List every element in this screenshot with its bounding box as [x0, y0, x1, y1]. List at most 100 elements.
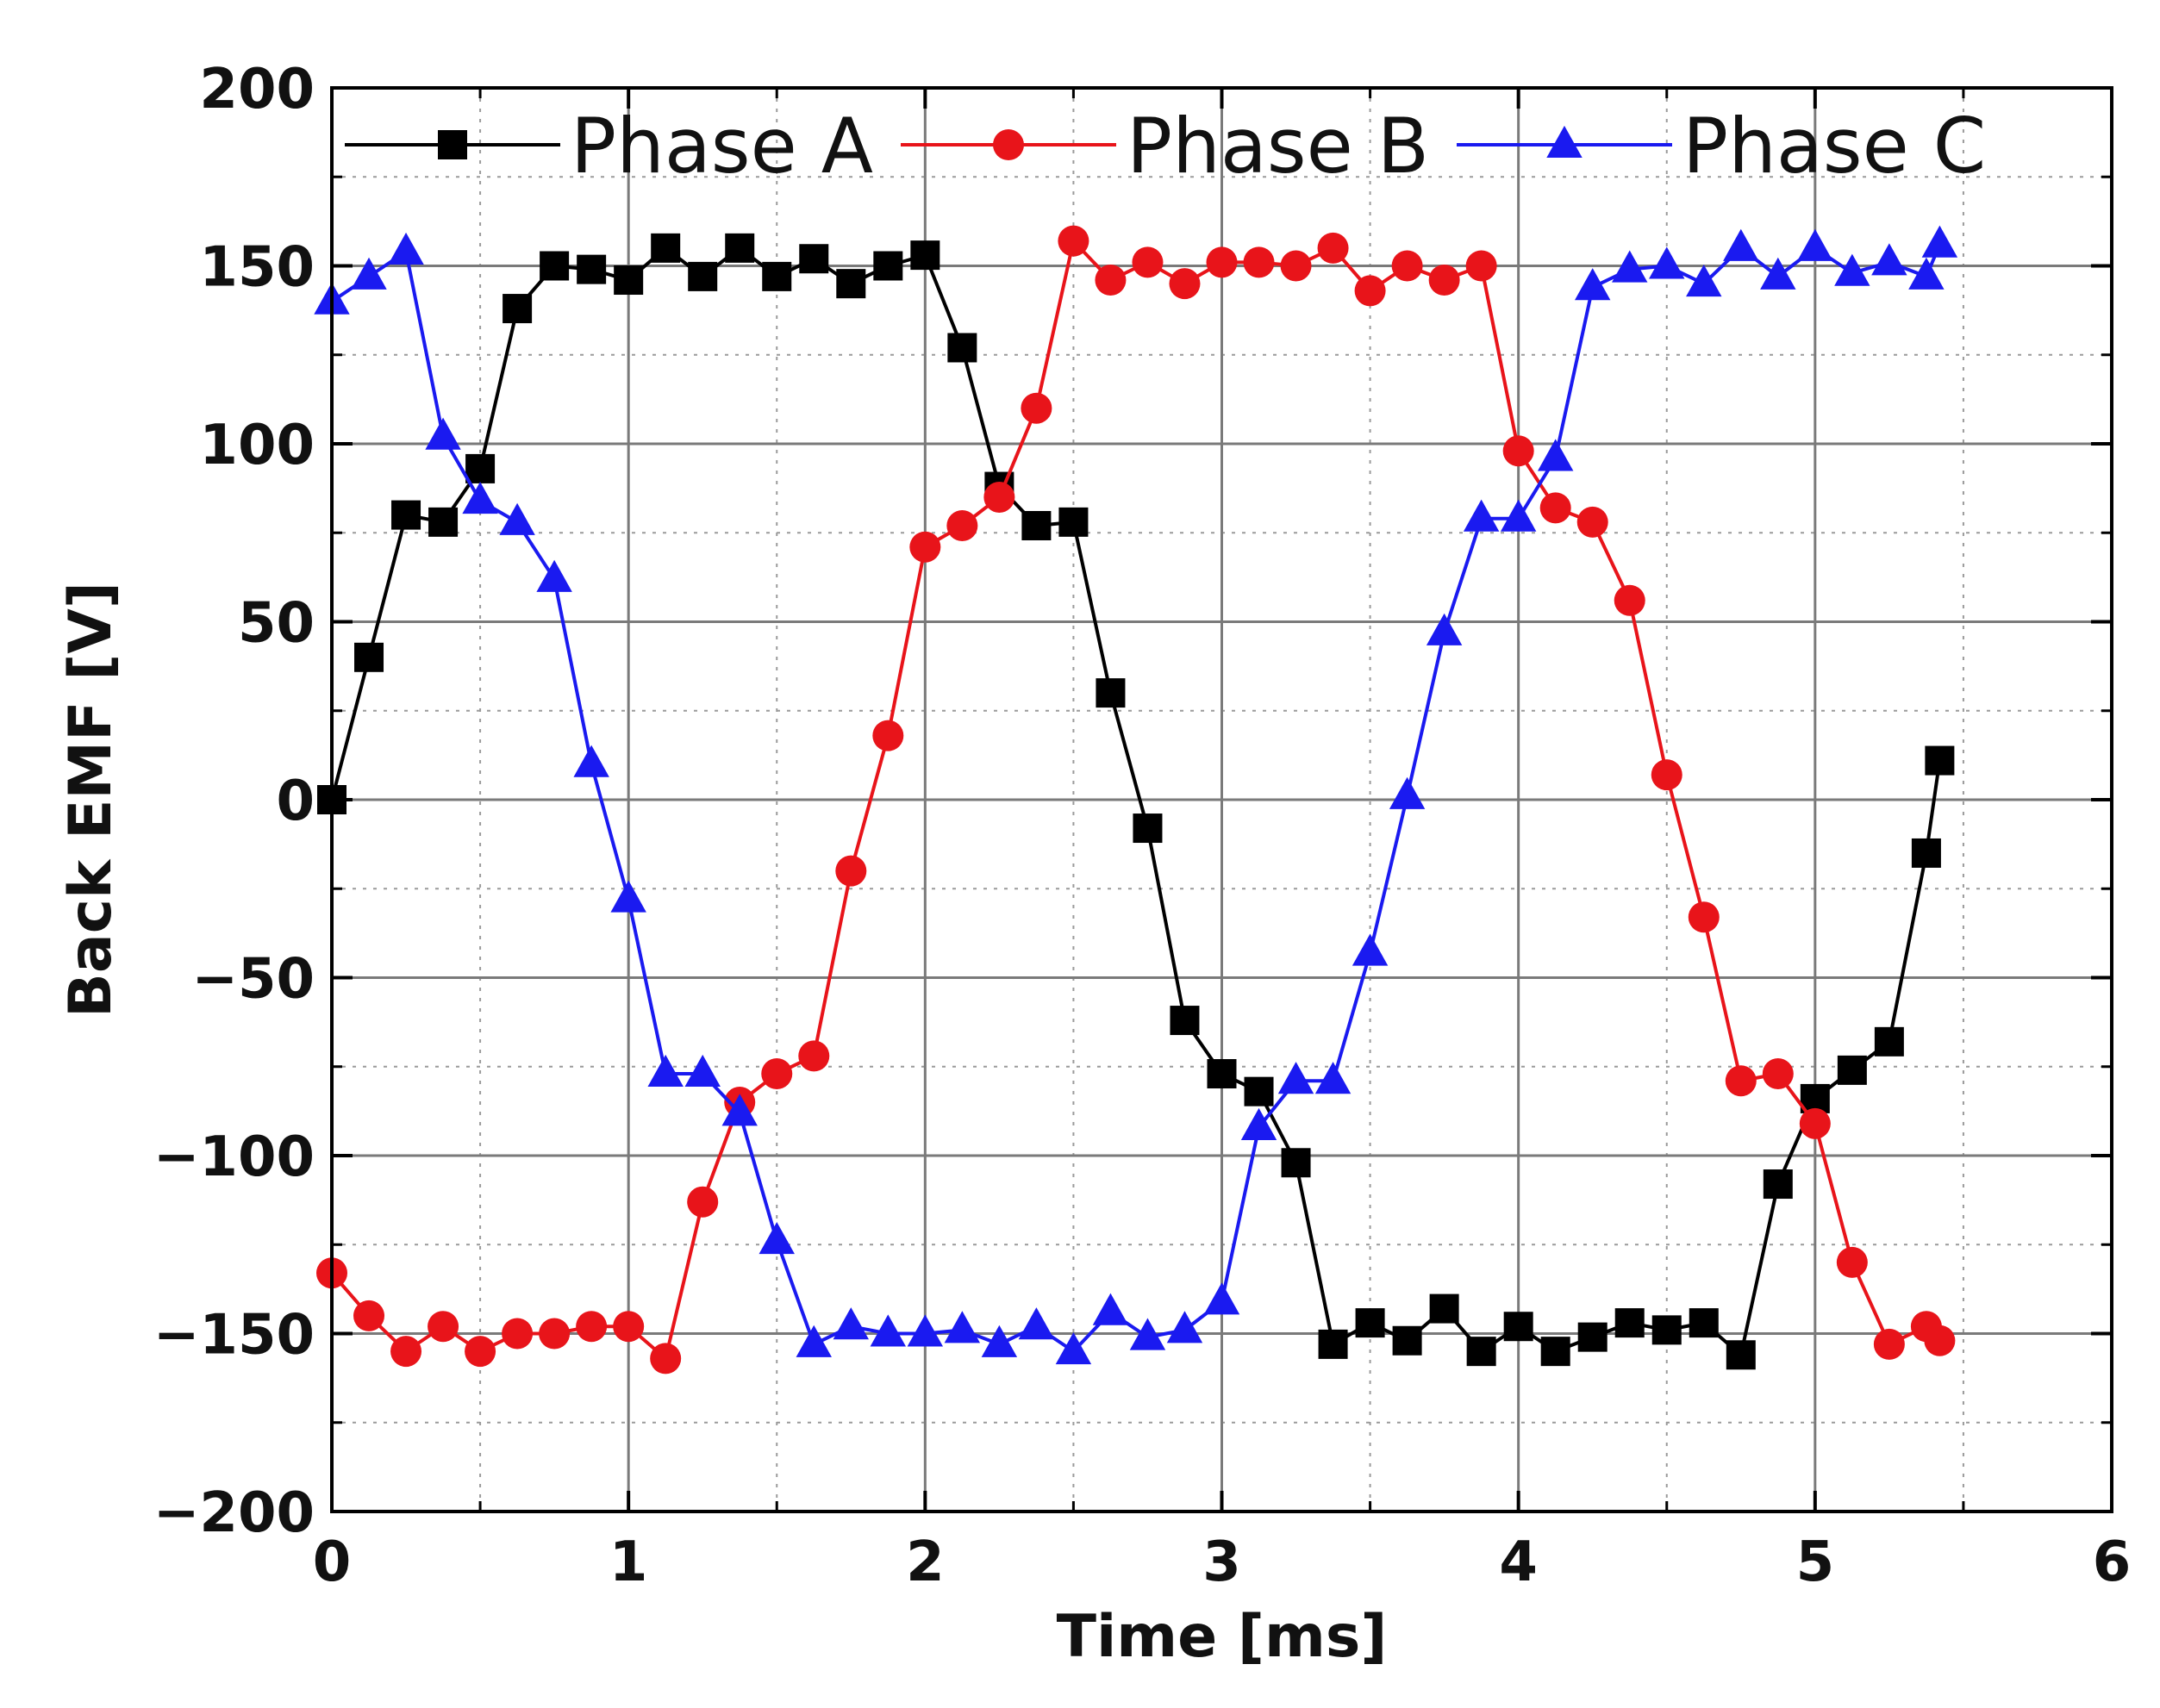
phase-b-point — [1539, 492, 1571, 524]
phase-c-point — [721, 1094, 758, 1126]
phase-b-point — [1095, 265, 1127, 296]
phase-a-point — [577, 254, 607, 284]
y-axis-title: Back EMF [V] — [57, 582, 125, 1018]
phase-b-point — [539, 1318, 571, 1350]
phase-a-point — [391, 500, 421, 530]
x-tick-label: 4 — [1499, 1530, 1538, 1594]
phase-a-point — [1318, 1329, 1348, 1359]
phase-a-series — [317, 233, 1955, 1370]
phase-b-point — [1576, 506, 1608, 538]
phase-c-point — [1500, 499, 1537, 532]
phase-b-point — [428, 1311, 459, 1343]
legend-item-phase-c: Phase C — [1457, 102, 1986, 190]
legend-item-phase-b: Phase B — [901, 102, 1429, 190]
phase-c-point — [1352, 933, 1389, 966]
phase-c-point — [944, 1311, 981, 1343]
phase-c-point — [1314, 1062, 1352, 1094]
phase-a-point — [540, 251, 570, 281]
phase-c-point — [907, 1314, 944, 1347]
phase-a-point — [1911, 838, 1941, 868]
phase-b-point — [1280, 250, 1312, 282]
phase-a-point — [1244, 1076, 1274, 1106]
phase-b-point — [909, 531, 941, 563]
phase-b-series — [316, 225, 1956, 1375]
phase-b-point — [946, 509, 978, 541]
phase-c-point — [1203, 1282, 1240, 1315]
y-tick-label: 50 — [238, 592, 315, 656]
phase-b-point — [650, 1343, 682, 1375]
phase-b-point — [1688, 901, 1720, 933]
phase-c-point — [796, 1325, 832, 1357]
phase-b-point — [390, 1336, 422, 1368]
phase-a-point — [1466, 1337, 1496, 1367]
x-tick-label: 2 — [906, 1530, 945, 1594]
phase-b-point — [1058, 225, 1089, 257]
phase-c-point — [1908, 257, 1945, 290]
phase-b-point — [1206, 246, 1238, 278]
plot-series — [314, 225, 1958, 1375]
legend-item-phase-a: Phase A — [345, 102, 873, 190]
y-tick-label: −200 — [153, 1481, 315, 1545]
phase-c-point — [1834, 253, 1870, 286]
phase-c-point — [425, 417, 461, 450]
y-tick-label: 100 — [199, 414, 315, 477]
legend-label-phase-a: Phase A — [571, 102, 873, 190]
phase-b-point — [1836, 1246, 1868, 1278]
phase-c-point — [870, 1314, 907, 1347]
phase-a-point — [354, 642, 384, 672]
phase-c-point — [833, 1307, 869, 1340]
phase-b-point — [687, 1186, 719, 1218]
phase-c-point — [536, 559, 572, 592]
phase-a-point — [1392, 1325, 1422, 1356]
phase-c-point — [1649, 246, 1685, 279]
phase-a-point — [1355, 1308, 1385, 1338]
phase-b-point — [1354, 275, 1386, 307]
phase-c-point — [1575, 268, 1611, 301]
phase-a-point — [465, 453, 496, 483]
phase-a-point — [1726, 1340, 1756, 1370]
x-tick-label: 6 — [2093, 1530, 2132, 1594]
axis-ticks: 0 1 2 3 4 5 6 200 150 100 50 0 −50 −100 −150 −200 — [153, 58, 2131, 1594]
phase-c-point — [1277, 1062, 1314, 1094]
phase-a-point — [688, 261, 718, 291]
phase-c-point — [684, 1054, 721, 1088]
phase-c-point — [1921, 225, 1958, 258]
legend-marker-phase-b — [993, 129, 1024, 160]
y-tick-label: 150 — [199, 236, 315, 300]
legend-marker-phase-c — [1546, 125, 1583, 158]
x-tick-label: 5 — [1796, 1530, 1835, 1594]
legend-label-phase-b: Phase B — [1127, 102, 1429, 190]
phase-b-point — [1169, 268, 1201, 300]
phase-c-point — [1389, 776, 1426, 809]
phase-a-point — [1874, 1026, 1904, 1057]
phase-c-point — [1018, 1307, 1055, 1340]
phase-a-point — [1170, 1006, 1200, 1036]
phase-c-point — [1760, 257, 1796, 290]
phase-b-point — [1924, 1325, 1956, 1356]
phase-c-point — [388, 232, 424, 265]
phase-b-point — [1132, 246, 1164, 278]
phase-c-point — [758, 1221, 795, 1255]
phase-a-point — [1133, 813, 1163, 844]
phase-c-point — [1871, 243, 1907, 276]
phase-b-point — [1243, 246, 1275, 278]
phase-c-point — [1463, 499, 1500, 532]
phase-a-point — [725, 233, 755, 263]
phase-a-point — [1614, 1308, 1645, 1338]
phase-b-point — [502, 1318, 534, 1350]
phase-a-point — [1429, 1293, 1459, 1324]
phase-b-point — [1317, 232, 1349, 264]
phase-b-point — [1614, 584, 1645, 616]
phase-b-point — [1873, 1328, 1905, 1360]
y-tick-label: −150 — [153, 1304, 315, 1368]
phase-a-point — [1837, 1055, 1867, 1085]
phase-b-point — [1502, 435, 1534, 467]
phase-c-point — [1092, 1293, 1129, 1325]
phase-c-point — [1240, 1107, 1277, 1140]
phase-a-point — [1503, 1312, 1533, 1342]
phase-c-point — [351, 257, 387, 290]
y-tick-label: 0 — [276, 770, 315, 833]
x-tick-label: 1 — [609, 1530, 648, 1594]
